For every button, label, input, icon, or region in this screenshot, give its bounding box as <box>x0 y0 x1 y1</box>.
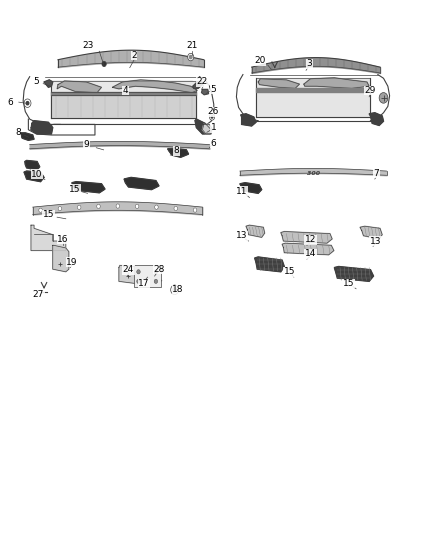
Polygon shape <box>240 183 261 193</box>
Circle shape <box>155 205 158 209</box>
Polygon shape <box>113 80 197 93</box>
Text: 4: 4 <box>123 86 128 95</box>
Polygon shape <box>360 226 382 239</box>
Circle shape <box>209 114 215 120</box>
Text: 16: 16 <box>57 235 69 244</box>
Circle shape <box>173 288 177 292</box>
Circle shape <box>102 61 106 67</box>
Text: 26: 26 <box>208 107 219 116</box>
Circle shape <box>137 279 140 284</box>
Polygon shape <box>25 160 40 170</box>
Circle shape <box>174 206 177 211</box>
Polygon shape <box>202 124 212 134</box>
Text: 22: 22 <box>197 77 208 86</box>
Circle shape <box>171 285 179 295</box>
Text: 7: 7 <box>374 168 379 177</box>
Circle shape <box>187 53 194 61</box>
Text: 15: 15 <box>69 184 80 193</box>
Text: 15: 15 <box>42 210 54 219</box>
Polygon shape <box>57 81 102 93</box>
Text: 13: 13 <box>370 237 381 246</box>
Polygon shape <box>51 81 196 118</box>
Text: 6: 6 <box>7 98 13 107</box>
Circle shape <box>193 208 197 212</box>
Polygon shape <box>193 81 202 88</box>
Circle shape <box>24 99 31 108</box>
Polygon shape <box>53 245 69 272</box>
Text: 3: 3 <box>307 60 312 68</box>
Polygon shape <box>256 78 371 117</box>
Polygon shape <box>195 119 211 134</box>
Text: 13: 13 <box>236 231 247 240</box>
Text: 23: 23 <box>82 42 93 51</box>
Text: 21: 21 <box>186 42 197 51</box>
Text: 300: 300 <box>307 171 321 176</box>
Text: 19: 19 <box>66 258 78 266</box>
Circle shape <box>58 206 62 211</box>
Circle shape <box>211 116 213 118</box>
Circle shape <box>26 102 29 105</box>
Text: 5: 5 <box>211 85 216 94</box>
Polygon shape <box>31 225 66 251</box>
Polygon shape <box>254 257 284 272</box>
Text: 29: 29 <box>365 86 376 95</box>
Polygon shape <box>72 182 105 193</box>
Polygon shape <box>334 266 374 281</box>
Text: 5: 5 <box>33 77 39 86</box>
Text: 18: 18 <box>172 285 184 294</box>
Polygon shape <box>201 90 208 95</box>
Text: 28: 28 <box>153 265 165 273</box>
Circle shape <box>135 204 139 208</box>
Circle shape <box>39 208 42 212</box>
Polygon shape <box>20 133 34 140</box>
Circle shape <box>189 55 192 59</box>
Text: 8: 8 <box>173 147 179 156</box>
Text: 15: 15 <box>343 279 354 288</box>
Text: 12: 12 <box>305 236 316 245</box>
Polygon shape <box>241 114 256 126</box>
Text: 8: 8 <box>15 128 21 138</box>
Polygon shape <box>31 120 53 134</box>
Text: 24: 24 <box>123 265 134 274</box>
Polygon shape <box>281 231 332 243</box>
Text: 17: 17 <box>138 279 150 288</box>
Text: 27: 27 <box>33 290 44 299</box>
Text: 14: 14 <box>305 249 316 259</box>
Polygon shape <box>369 113 384 125</box>
Text: 15: 15 <box>284 268 295 276</box>
Polygon shape <box>124 177 159 190</box>
Polygon shape <box>119 265 138 284</box>
Polygon shape <box>24 171 44 182</box>
Polygon shape <box>258 79 300 88</box>
Polygon shape <box>282 243 334 255</box>
Text: 1: 1 <box>211 123 217 132</box>
Circle shape <box>154 279 158 284</box>
Polygon shape <box>304 78 369 88</box>
Text: 6: 6 <box>211 139 216 148</box>
Circle shape <box>78 205 81 209</box>
Polygon shape <box>246 225 265 237</box>
Circle shape <box>137 270 140 274</box>
Circle shape <box>116 204 120 208</box>
Text: 2: 2 <box>131 51 137 60</box>
Circle shape <box>97 204 100 208</box>
Text: 11: 11 <box>237 187 248 196</box>
FancyBboxPatch shape <box>134 265 161 287</box>
Text: 20: 20 <box>254 56 266 65</box>
Text: 10: 10 <box>32 169 43 179</box>
Circle shape <box>154 270 158 274</box>
Polygon shape <box>44 80 53 87</box>
Polygon shape <box>168 149 188 157</box>
Circle shape <box>379 93 388 103</box>
Text: 9: 9 <box>84 140 89 149</box>
